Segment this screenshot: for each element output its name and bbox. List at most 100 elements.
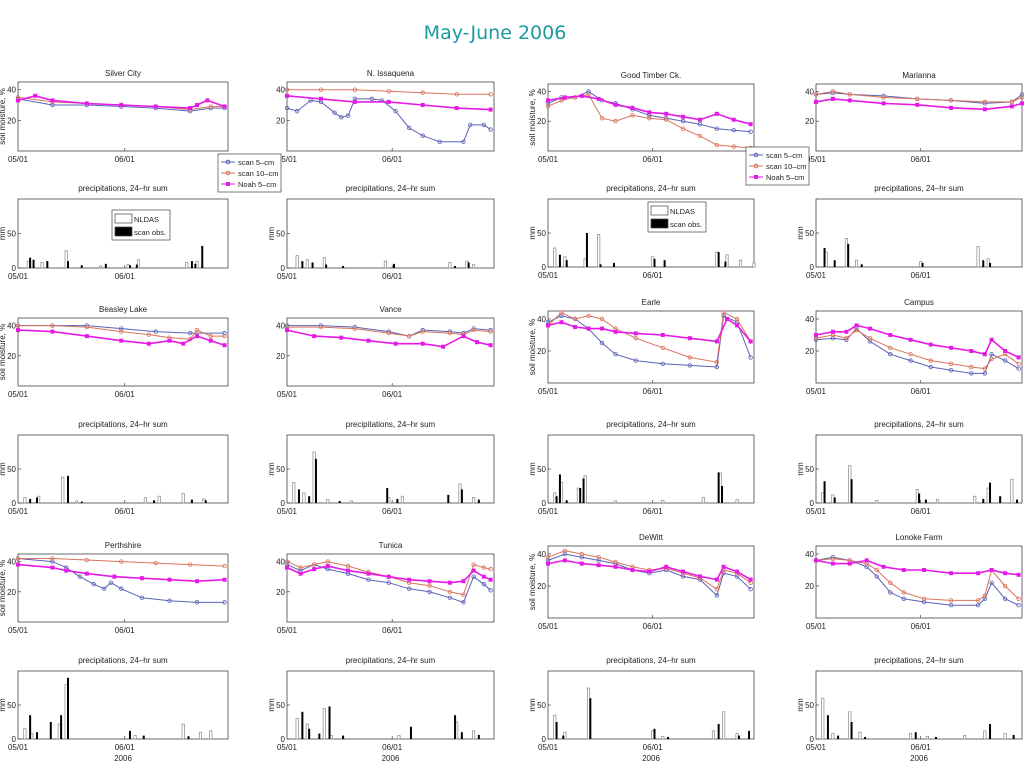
plot-frame	[547, 545, 755, 619]
noah-marker	[1016, 572, 1021, 577]
noah-marker	[949, 345, 954, 350]
scan5-marker	[989, 580, 994, 585]
scan-obs-bar	[467, 262, 470, 268]
scan5-marker	[437, 139, 442, 144]
x-tick-label: 05/01	[8, 390, 29, 399]
scan10-marker	[325, 559, 330, 564]
noah-marker	[1003, 571, 1008, 576]
panel-title: precipitations, 24–hr sum	[874, 420, 964, 429]
scan5-marker	[687, 363, 693, 368]
noah-marker	[721, 564, 726, 569]
scan5-marker	[748, 129, 753, 134]
noah-marker	[664, 111, 669, 116]
noah-marker	[325, 564, 330, 569]
scan-obs-bar	[999, 496, 1002, 503]
y-tick-label: 50	[537, 465, 546, 474]
scan10-marker	[660, 345, 666, 350]
nldas-bar	[74, 500, 79, 504]
scan10-marker	[1002, 583, 1008, 589]
scan5-marker	[468, 122, 473, 128]
nldas-bar	[472, 264, 476, 269]
scan5-marker	[586, 89, 591, 94]
noah-marker	[488, 107, 493, 112]
scan5-marker	[697, 121, 703, 127]
noah-marker	[84, 571, 89, 576]
scan5-marker	[393, 108, 398, 114]
scan5-marker	[108, 580, 114, 585]
nldas-bar	[383, 260, 387, 269]
x-tick-label: 06/01	[115, 626, 136, 635]
noah-marker	[461, 334, 466, 339]
x-tick-label: 05/01	[806, 743, 827, 752]
noah-marker	[949, 105, 954, 110]
noah-marker	[16, 562, 20, 567]
noah-marker	[546, 323, 550, 328]
nldas-bar	[400, 495, 404, 504]
scan5-marker	[77, 574, 83, 579]
y-tick-label: 20	[805, 117, 814, 126]
noah-marker	[546, 561, 550, 566]
noah-marker	[420, 341, 425, 346]
scan5-marker	[406, 125, 412, 131]
x-tick-label: 05/01	[277, 507, 298, 516]
scan10-marker	[982, 99, 988, 105]
noah-marker	[285, 565, 289, 570]
scan-obs-bar	[153, 500, 156, 503]
scan-obs-bar	[301, 711, 304, 739]
scan10-marker	[447, 589, 453, 594]
legend-label: NLDAS	[670, 207, 695, 216]
plot-frame	[815, 310, 1023, 384]
plot-frame	[286, 81, 495, 152]
noah-marker	[188, 106, 193, 111]
noah-marker	[697, 574, 702, 579]
legend-marker	[754, 175, 758, 179]
scan-obs-bar	[847, 243, 850, 267]
scan-obs-bar	[66, 677, 69, 739]
nldas-bar	[157, 495, 161, 504]
plot-frame	[547, 310, 755, 384]
scan-obs-bar	[454, 265, 457, 268]
nldas-bar	[925, 735, 929, 740]
nldas-bar	[711, 730, 716, 740]
noah-marker	[814, 558, 818, 563]
nldas-bar	[858, 731, 862, 740]
series-line	[547, 559, 752, 581]
noah-marker	[488, 343, 493, 348]
noah-marker	[50, 98, 55, 103]
scan-obs-bar	[982, 260, 985, 267]
noah-marker	[982, 107, 987, 112]
scan10-marker	[481, 565, 487, 570]
noah-marker	[441, 344, 446, 349]
noah-marker	[454, 106, 459, 111]
plot-frame	[17, 670, 229, 740]
x-tick-label: 06/01	[382, 272, 403, 281]
scan10-marker	[948, 598, 954, 603]
noah-marker	[346, 568, 351, 573]
scan10-marker	[596, 555, 601, 560]
noah-marker	[864, 558, 869, 563]
scan5-marker	[908, 358, 913, 363]
scan-obs-bar	[666, 736, 669, 739]
scan-obs-bar	[589, 698, 592, 739]
y-axis-label: mm	[796, 698, 805, 712]
scan-obs-bar	[555, 722, 558, 739]
noah-marker	[613, 564, 618, 569]
nldas-bar	[738, 259, 743, 268]
scan10-marker	[427, 583, 432, 588]
noah-marker	[714, 577, 719, 582]
legend-label: NLDAS	[134, 215, 159, 224]
noah-marker	[222, 104, 227, 109]
y-tick-label: 50	[805, 701, 814, 710]
scan5-marker	[867, 339, 873, 344]
y-axis-label: mm	[0, 227, 7, 241]
noah-marker	[366, 571, 371, 576]
nldas-bar	[99, 265, 103, 269]
scan10-marker	[298, 565, 303, 570]
scan5-marker	[50, 102, 55, 108]
scan10-marker	[830, 556, 836, 561]
y-tick-label: 0	[281, 499, 286, 508]
legend-swatch	[650, 205, 669, 216]
scan10-marker	[687, 355, 693, 360]
scan10-marker	[15, 323, 21, 328]
nldas-bar	[198, 731, 203, 740]
